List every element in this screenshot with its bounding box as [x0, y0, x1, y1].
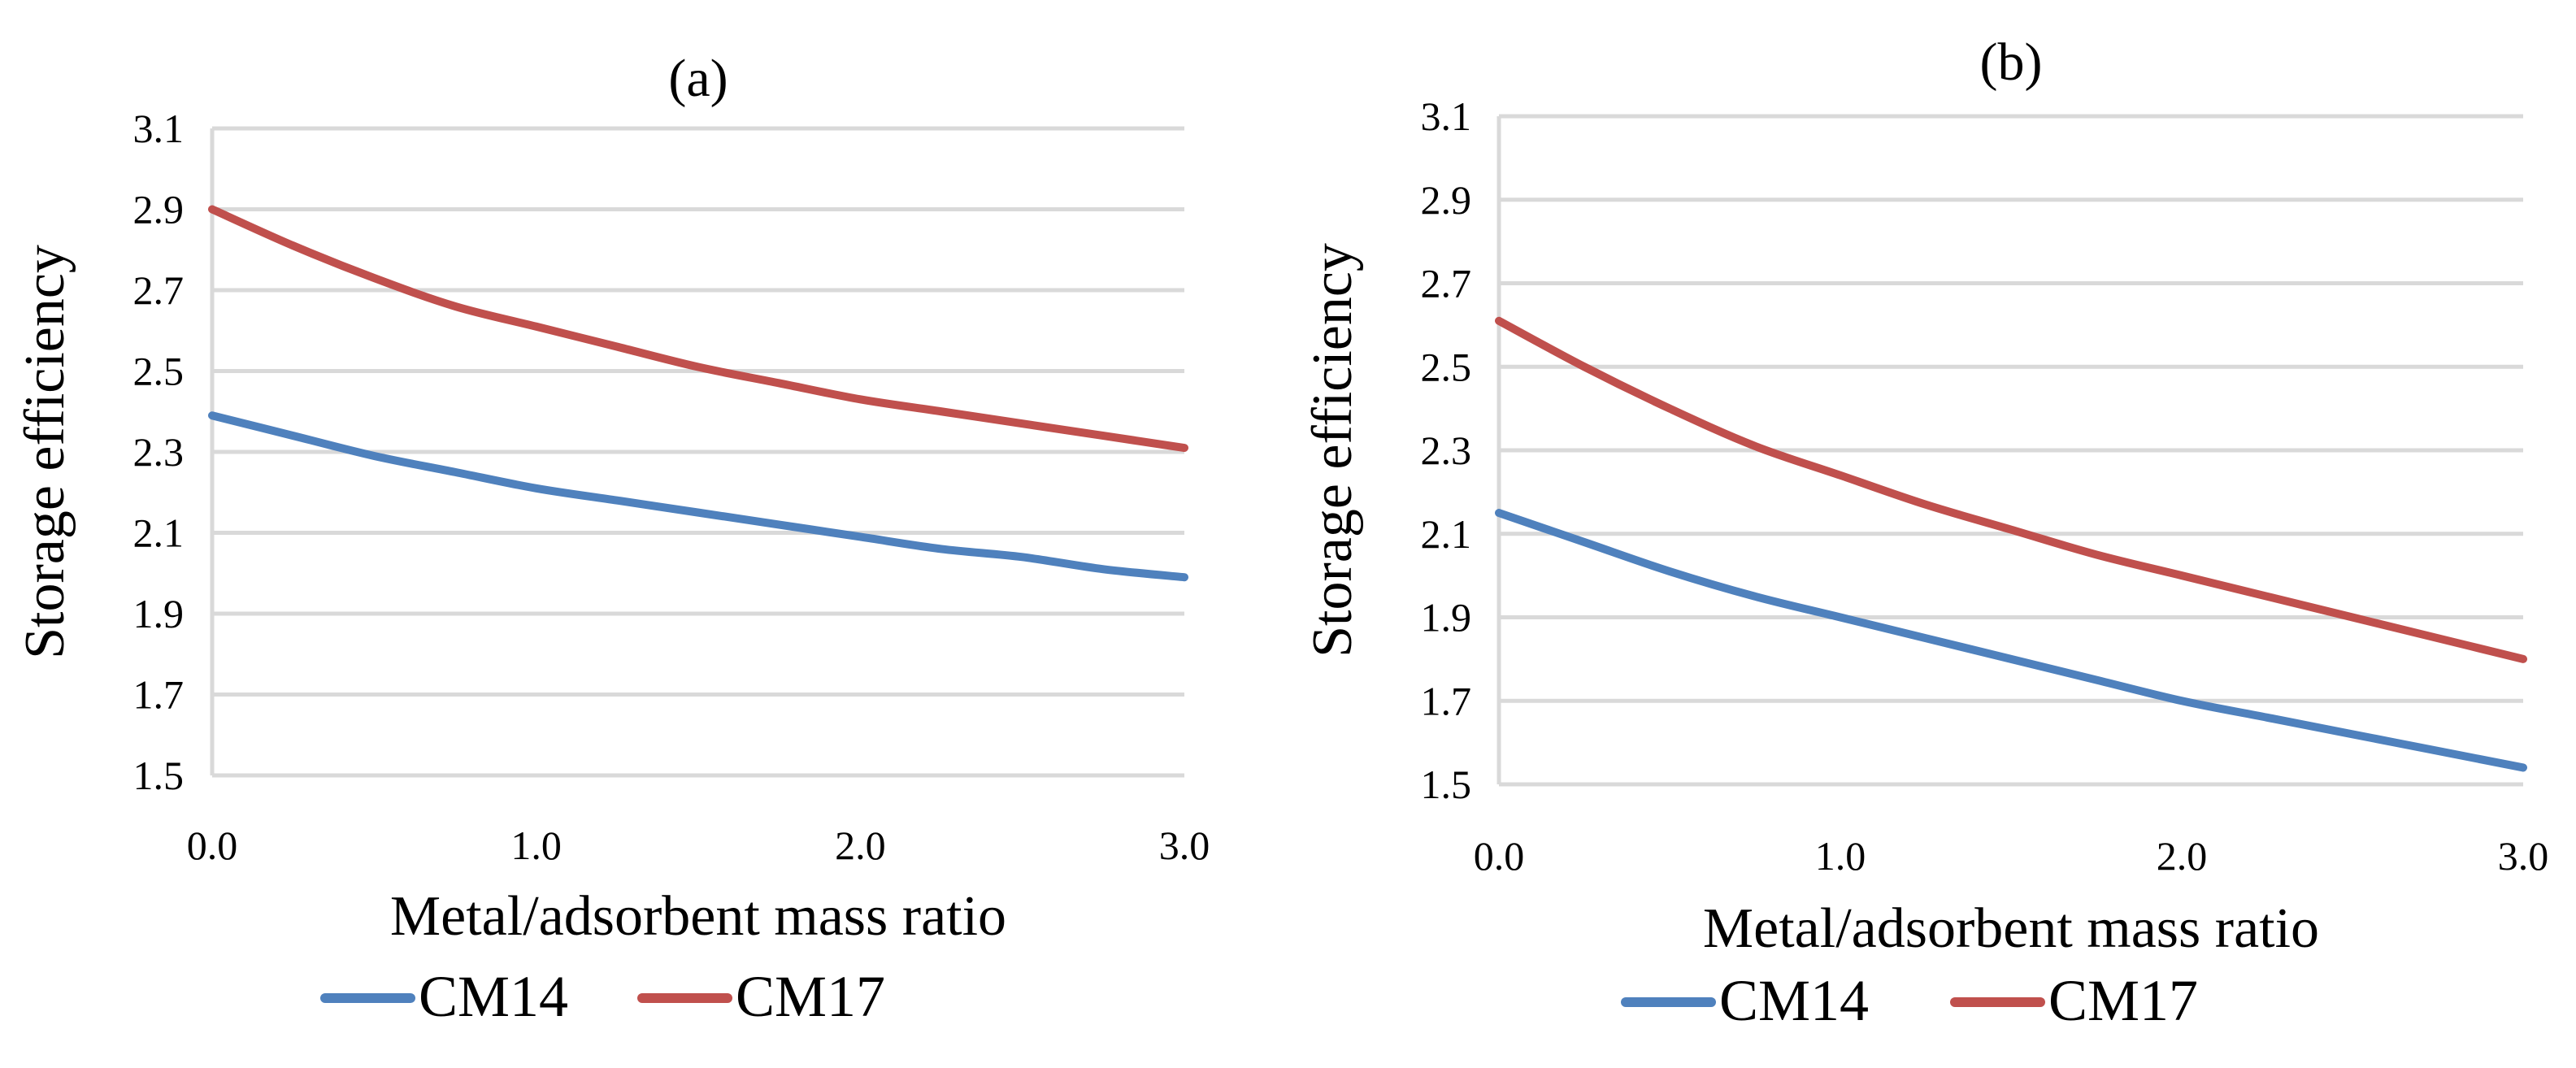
- y-axis-label: Storage efficiency: [1301, 243, 1364, 658]
- x-tick-label: 2.0: [2157, 833, 2208, 879]
- y-tick-label: 1.9: [1421, 595, 1472, 640]
- chart-panel-a: 1.5 1.7 1.9 2.1 2.3 2.5 2.7 2.9 3.1 0.0 1.0 2.0 3.0 C…: [14, 49, 1210, 1029]
- legend-label-cm17: CM17: [736, 964, 885, 1029]
- y-tick-label: 2.1: [1421, 511, 1472, 557]
- y-tick-label: 2.3: [133, 429, 185, 475]
- y-tick-label: 2.5: [133, 349, 185, 394]
- x-tick-label: 3.0: [2498, 833, 2549, 879]
- y-tick-label: 2.3: [1421, 428, 1472, 473]
- x-tick-label: 1.0: [510, 823, 562, 868]
- y-tick-label: 1.9: [133, 591, 185, 636]
- series-line-cm17: [208, 205, 1188, 453]
- x-tick-label: 1.0: [1815, 833, 1866, 879]
- y-tick-label: 2.1: [133, 510, 185, 556]
- y-tick-label: 2.7: [133, 267, 185, 313]
- chart-title: (b): [1980, 33, 2043, 92]
- y-tick-label: 3.1: [1421, 93, 1472, 139]
- chart-panel-b: 1.5 1.7 1.9 2.1 2.3 2.5 2.7 2.9 3.1 0.0 1.0 2.0 3.0 C…: [1301, 33, 2548, 1033]
- y-tick-label: 1.5: [133, 753, 185, 798]
- x-axis-label: Metal/adsorbent mass ratio: [1703, 897, 2319, 960]
- legend-label-cm14: CM14: [1719, 968, 1869, 1033]
- x-tick-label: 3.0: [1159, 823, 1210, 868]
- legend-label-cm17: CM17: [2048, 968, 2198, 1033]
- y-tick-label: 1.7: [1421, 678, 1472, 723]
- x-tick-label: 0.0: [1474, 833, 1525, 879]
- y-tick-label: 2.7: [1421, 261, 1472, 306]
- y-tick-label: 1.5: [1421, 762, 1472, 807]
- series-line-cm14: [1495, 509, 2527, 772]
- y-axis-label: Storage efficiency: [14, 245, 76, 659]
- x-axis-label: Metal/adsorbent mass ratio: [390, 885, 1006, 948]
- series-line-cm17: [1495, 316, 2527, 663]
- y-tick-label: 3.1: [133, 106, 185, 151]
- y-tick-label: 2.5: [1421, 344, 1472, 389]
- y-tick-label: 1.7: [133, 672, 185, 718]
- chart-title: (a): [668, 49, 728, 108]
- series-line-cm14: [208, 411, 1188, 582]
- legend-label-cm14: CM14: [419, 964, 568, 1029]
- y-tick-label: 2.9: [133, 187, 185, 232]
- x-tick-label: 0.0: [187, 823, 238, 868]
- y-tick-label: 2.9: [1421, 177, 1472, 223]
- x-tick-label: 2.0: [835, 823, 886, 868]
